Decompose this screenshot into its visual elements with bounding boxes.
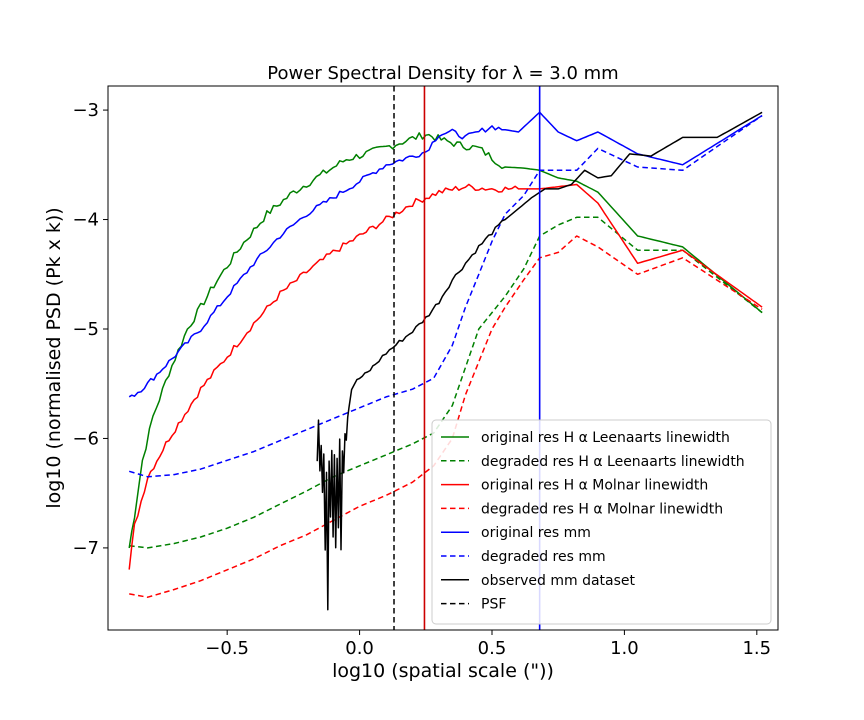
x-axis-title: log10 (spatial scale (")) (332, 660, 554, 682)
series-line-observed-mm-dataset (316, 111, 763, 611)
legend-label-degraded-res-h-molnar-linewidth: degraded res H α Molnar linewidth (481, 501, 723, 517)
legend-box (431, 419, 772, 625)
legend-items: original res H α Leenaarts linewidth degr… (441, 430, 745, 613)
legend-label-observed-mm-dataset: observed mm dataset (481, 573, 636, 589)
series-line-degraded-res-mm (128, 114, 763, 478)
legend-label-original-res-mm: original res mm (481, 525, 591, 541)
series-line-original-res-h-molnar-linewidth (128, 183, 763, 570)
plot-frame (107, 85, 779, 631)
legend-label-psf: PSF (481, 597, 506, 613)
series-line-original-res-mm (128, 111, 763, 398)
y-tick-label: −4 (72, 210, 99, 231)
x-tick-label: 0.5 (478, 638, 507, 659)
y-tick-label: −5 (72, 319, 99, 340)
chart-title: Power Spectral Density for λ = 3.0 mm (267, 63, 618, 84)
legend-label-degraded-res-mm: degraded res mm (481, 549, 606, 565)
legend: original res H α Leenaarts linewidth degr… (431, 419, 772, 625)
legend-label-original-res-h-molnar-linewidth: original res H α Molnar linewidth (481, 478, 708, 494)
y-axis-ticks: −7 −6 −5 −4 −3 (72, 100, 108, 559)
y-tick-label: −6 (72, 428, 99, 449)
y-axis-title: log10 (normalised PSD (Pk x k)) (43, 207, 65, 508)
x-tick-label: 0.0 (345, 638, 374, 659)
x-tick-label: 1.5 (742, 638, 771, 659)
x-axis-ticks: −0.5 0.0 0.5 1.0 1.5 (205, 630, 771, 659)
x-tick-label: −0.5 (205, 638, 249, 659)
series-line-degraded-res-h-leenaarts-linewidth (129, 216, 763, 549)
legend-label-original-res-h-leenaarts-linewidth: original res H α Leenaarts linewidth (481, 430, 730, 446)
y-tick-label: −3 (72, 100, 99, 121)
series-line-original-res-h-leenaarts-linewidth (128, 132, 763, 549)
x-tick-label: 1.0 (610, 638, 639, 659)
legend-label-degraded-res-h-leenaarts-linewidth: degraded res H α Leenaarts linewidth (481, 454, 745, 470)
y-tick-label: −7 (72, 538, 99, 559)
